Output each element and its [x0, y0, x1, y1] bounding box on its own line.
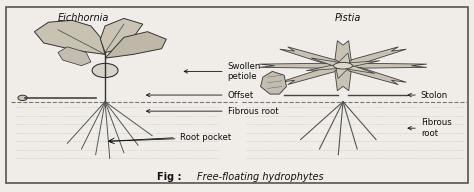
- Text: Swollen
petiole: Swollen petiole: [184, 62, 261, 81]
- Polygon shape: [343, 66, 375, 74]
- Polygon shape: [336, 66, 347, 79]
- Polygon shape: [261, 71, 286, 94]
- Text: Pistia: Pistia: [335, 13, 361, 23]
- Text: Offset: Offset: [146, 91, 254, 100]
- Polygon shape: [280, 66, 343, 84]
- Polygon shape: [306, 65, 343, 71]
- Text: Fig :: Fig :: [157, 172, 182, 182]
- Polygon shape: [343, 66, 406, 84]
- Polygon shape: [343, 61, 380, 66]
- Polygon shape: [105, 32, 166, 58]
- Polygon shape: [35, 20, 105, 54]
- Polygon shape: [343, 47, 406, 66]
- Polygon shape: [311, 58, 343, 66]
- Polygon shape: [335, 41, 351, 66]
- Text: Fibrous
root: Fibrous root: [408, 118, 452, 138]
- Text: Free-floating hydrophytes: Free-floating hydrophytes: [197, 172, 324, 182]
- FancyBboxPatch shape: [6, 7, 468, 183]
- Ellipse shape: [334, 62, 353, 69]
- Text: Stolon: Stolon: [408, 91, 448, 100]
- Polygon shape: [343, 63, 427, 68]
- Ellipse shape: [92, 63, 118, 78]
- Text: Eichhornia: Eichhornia: [58, 13, 109, 23]
- Text: Root pocket: Root pocket: [109, 133, 232, 143]
- Text: Fibrous root: Fibrous root: [146, 107, 278, 116]
- Polygon shape: [280, 47, 343, 66]
- Ellipse shape: [18, 95, 27, 101]
- Polygon shape: [339, 53, 350, 66]
- Polygon shape: [335, 66, 351, 91]
- Polygon shape: [100, 18, 143, 52]
- Polygon shape: [58, 47, 91, 66]
- Polygon shape: [259, 63, 343, 68]
